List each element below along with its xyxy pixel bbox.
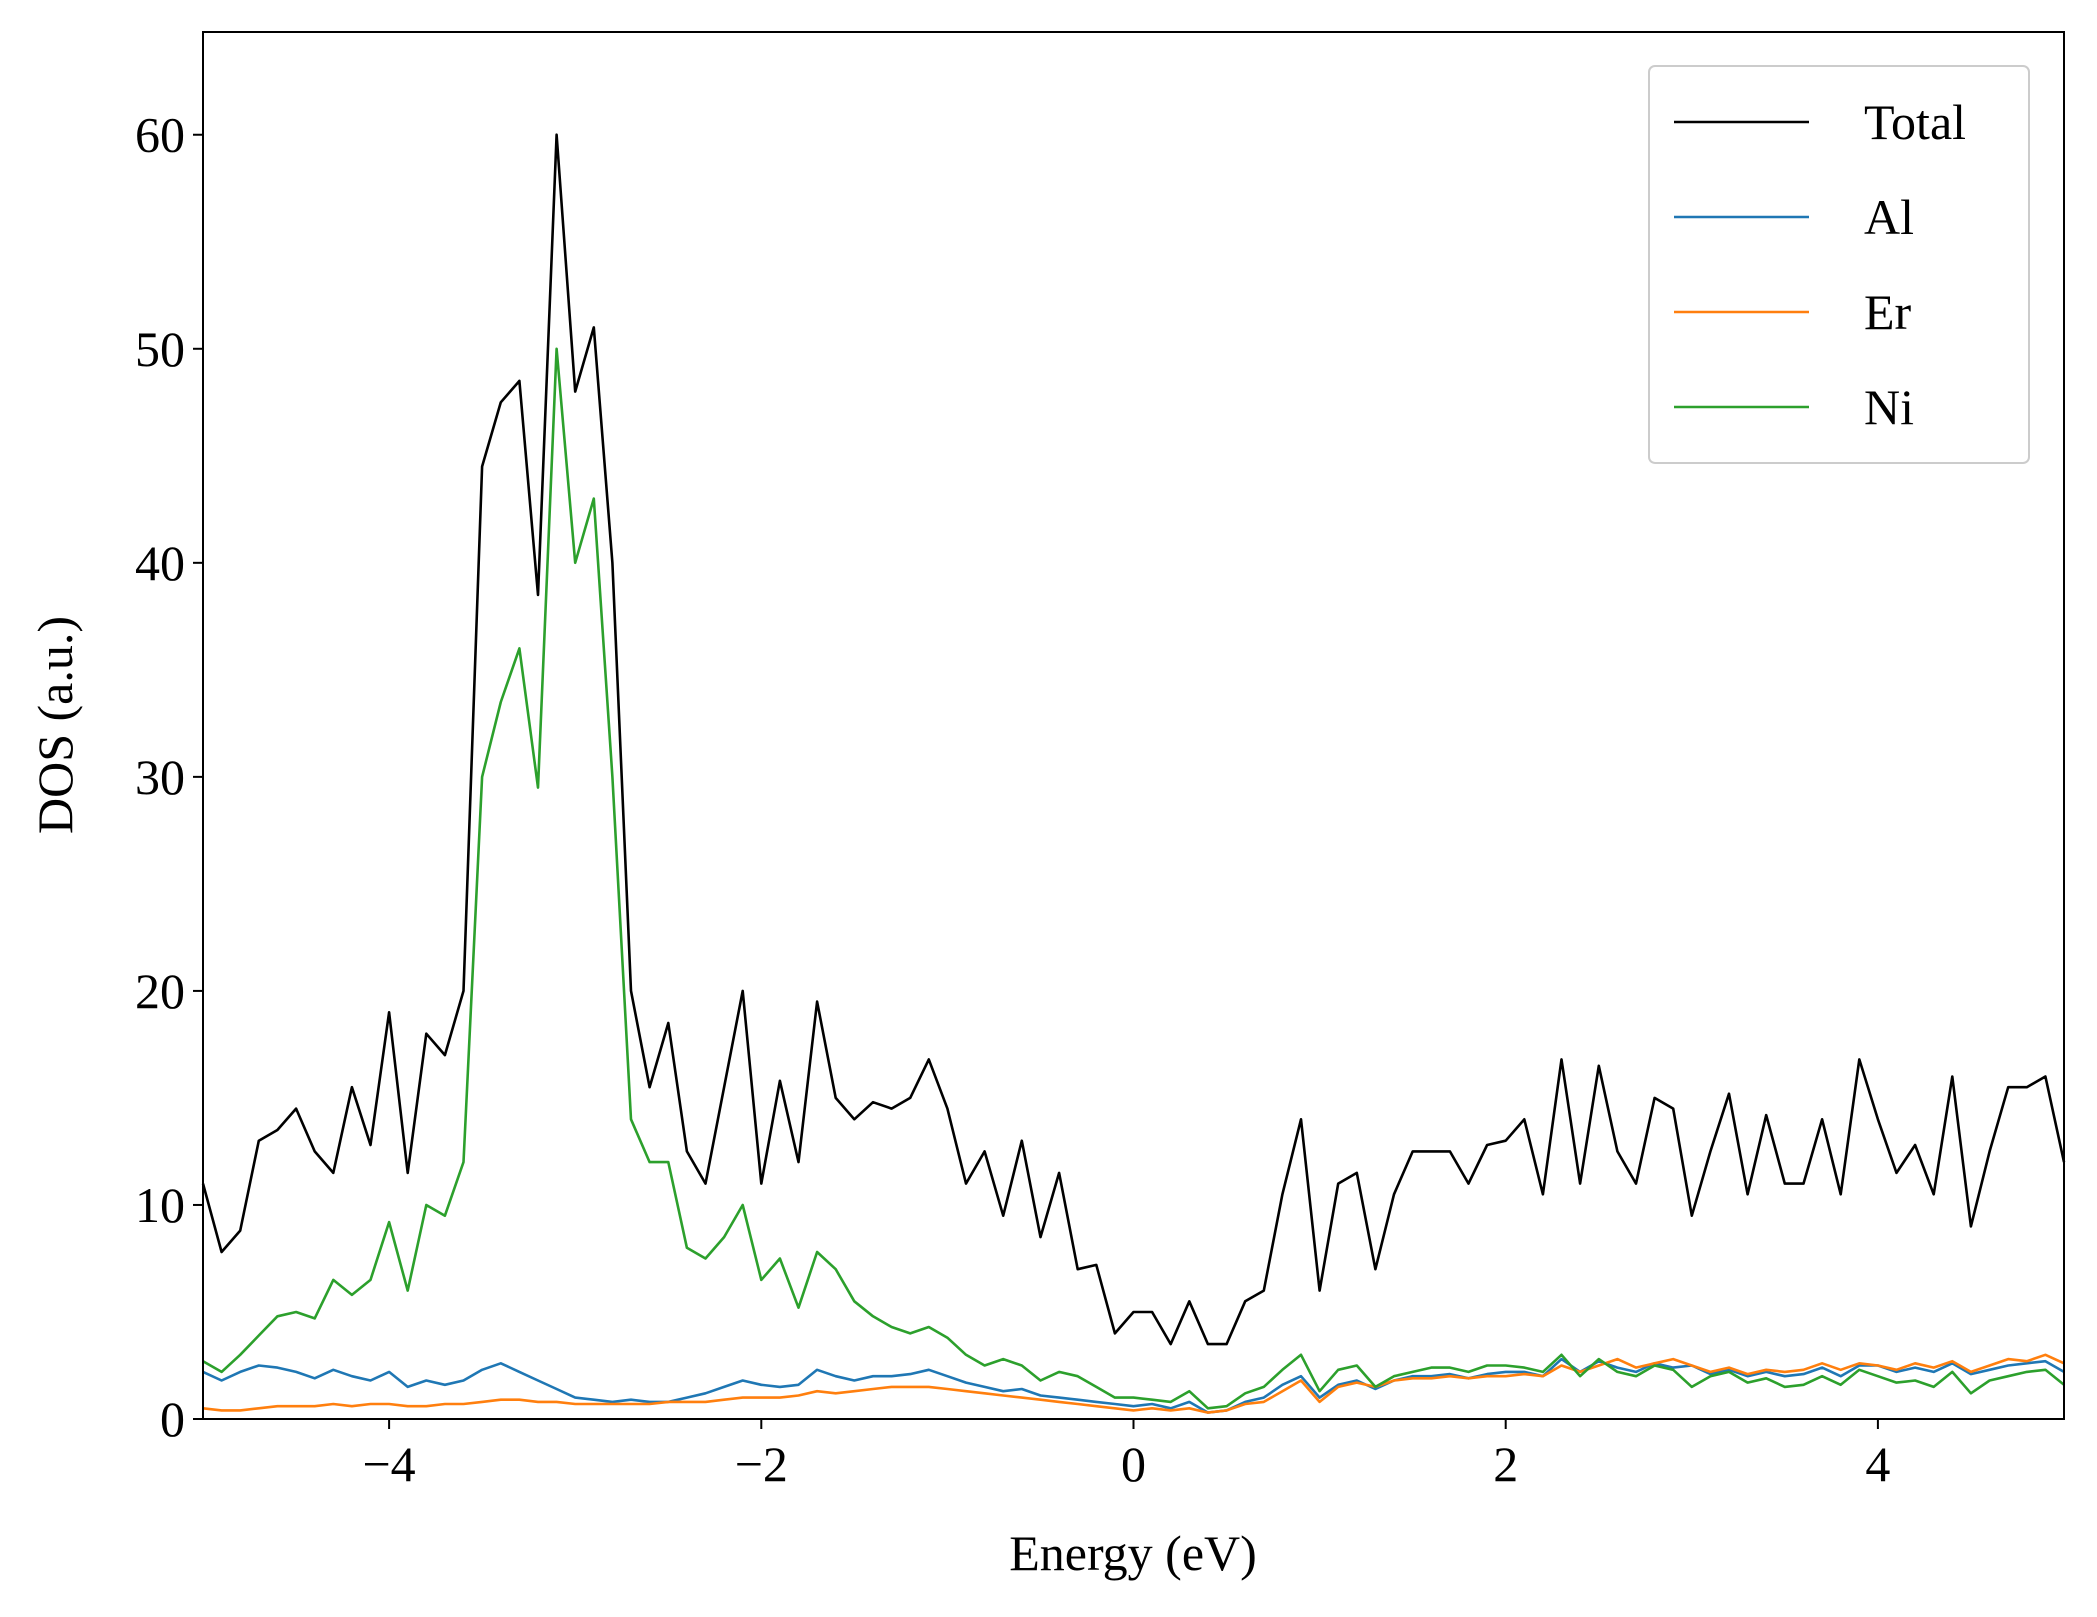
x-axis-label: Energy (eV) bbox=[1009, 1525, 1257, 1581]
y-tick-label: 10 bbox=[135, 1177, 185, 1233]
legend-label: Er bbox=[1864, 284, 1912, 340]
y-tick-label: 60 bbox=[135, 107, 185, 163]
series-line bbox=[201, 133, 2066, 1346]
x-tick-label: −2 bbox=[735, 1436, 788, 1492]
y-tick-label: 20 bbox=[135, 963, 185, 1019]
y-tick-label: 0 bbox=[160, 1391, 185, 1447]
x-tick-label: −4 bbox=[362, 1436, 415, 1492]
y-tick-label: 30 bbox=[135, 749, 185, 805]
series-line bbox=[202, 1357, 2065, 1414]
series-line bbox=[202, 1353, 2065, 1414]
x-tick-label: 4 bbox=[1865, 1436, 1890, 1492]
legend-label: Ni bbox=[1864, 379, 1914, 435]
legend-label: Total bbox=[1864, 94, 1966, 150]
series-line bbox=[202, 347, 2065, 1410]
legend-box bbox=[1648, 65, 2030, 464]
x-tick-label: 0 bbox=[1121, 1436, 1146, 1492]
y-tick-label: 40 bbox=[135, 535, 185, 591]
legend: Total Al Er Ni bbox=[1648, 65, 2030, 464]
y-axis-label: DOS (a.u.) bbox=[27, 616, 83, 834]
legend-label: Al bbox=[1864, 189, 1914, 245]
y-tick-label: 50 bbox=[135, 321, 185, 377]
x-tick-label: 2 bbox=[1493, 1436, 1518, 1492]
